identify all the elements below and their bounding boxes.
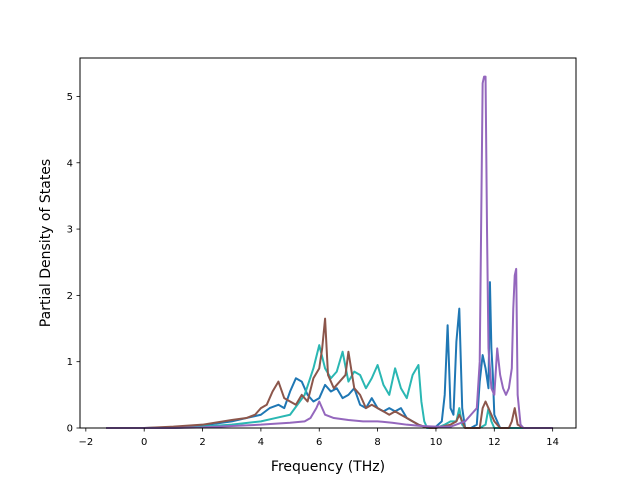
y-tick-label: 5 xyxy=(67,92,73,103)
series-line-3 xyxy=(106,317,553,429)
x-tick-label: 14 xyxy=(546,437,559,448)
series-line-4 xyxy=(106,75,553,429)
x-axis-label: Frequency (THz) xyxy=(271,459,385,475)
y-tick-label: 1 xyxy=(67,357,73,368)
y-tick-label: 0 xyxy=(67,424,73,435)
y-tick-label: 3 xyxy=(67,225,73,236)
x-tick-label: −2 xyxy=(78,437,93,448)
x-axis: −2 0 2 4 6 8 10 12 14 xyxy=(78,428,559,448)
y-tick-label: 4 xyxy=(67,158,73,169)
y-tick-label: 2 xyxy=(67,291,73,302)
x-tick-label: 12 xyxy=(488,437,501,448)
x-tick-label: 6 xyxy=(316,437,322,448)
x-tick-label: 0 xyxy=(141,437,147,448)
x-tick-label: 8 xyxy=(374,437,380,448)
x-tick-label: 10 xyxy=(430,437,443,448)
y-axis-label: Partial Density of States xyxy=(38,159,54,327)
x-tick-label: 4 xyxy=(258,437,264,448)
y-axis: 0 1 2 3 4 5 xyxy=(67,92,80,435)
plot-frame xyxy=(79,57,577,429)
x-tick-label: 2 xyxy=(199,437,205,448)
